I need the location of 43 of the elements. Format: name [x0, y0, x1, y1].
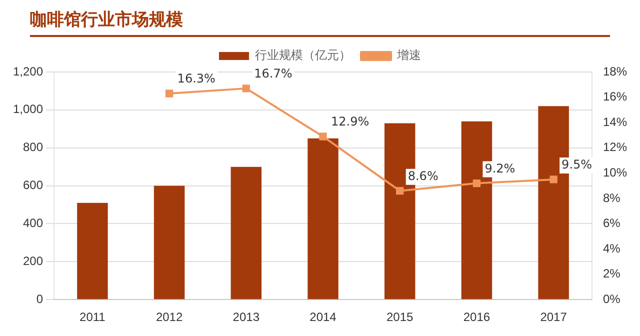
data-label: 9.5%: [562, 158, 592, 172]
y-tick-label: 600: [23, 178, 44, 192]
x-tick-label: 2017: [540, 310, 568, 324]
y2-tick-label: 6%: [602, 216, 621, 230]
point: [396, 187, 404, 195]
data-label: 16.7%: [254, 66, 292, 81]
y-tick-label: 400: [23, 216, 44, 230]
y2-tick-label: 12%: [602, 140, 628, 154]
y2-tick-label: 16%: [602, 90, 628, 104]
y-tick-label: 1,000: [13, 102, 44, 116]
y2-tick-label: 10%: [602, 165, 628, 180]
y2-tick-label: 8%: [602, 190, 621, 205]
y2-tick-label: 2%: [602, 266, 621, 281]
data-label: 9.2%: [484, 161, 516, 176]
x-tick-label: 2013: [232, 310, 260, 324]
point: [472, 179, 481, 188]
legend-label: 行业规模（亿元）: [255, 48, 351, 62]
point: [550, 176, 558, 184]
y-tick-label: 1,200: [13, 64, 44, 78]
y2-tick-label: 0%: [602, 292, 621, 306]
point: [319, 132, 327, 140]
point: [165, 90, 174, 98]
data-label: 8.6%: [408, 168, 438, 183]
legend-label: 增速: [396, 48, 421, 62]
x-tick-label: 2014: [310, 310, 337, 324]
y-tick-label: 0: [36, 292, 44, 306]
bar: [154, 186, 185, 300]
bar: [77, 202, 108, 300]
bar: [230, 166, 262, 300]
data-label: 16.3%: [177, 72, 216, 86]
y-tick-label: 200: [23, 254, 44, 268]
x-tick-label: 2011: [80, 310, 106, 324]
data-label: 12.9%: [331, 114, 370, 129]
y2-tick-label: 4%: [602, 241, 621, 256]
point: [242, 84, 250, 92]
x-tick-label: 2012: [156, 310, 183, 324]
x-tick-label: 2015: [386, 310, 414, 324]
y2-tick-label: 18%: [602, 64, 628, 78]
bar: [308, 138, 338, 300]
y-tick-label: 800: [23, 140, 44, 154]
y2-tick-label: 14%: [602, 114, 628, 129]
x-tick-label: 2016: [463, 310, 490, 324]
chart-title: 咖啡馆行业市场规模: [30, 8, 610, 37]
